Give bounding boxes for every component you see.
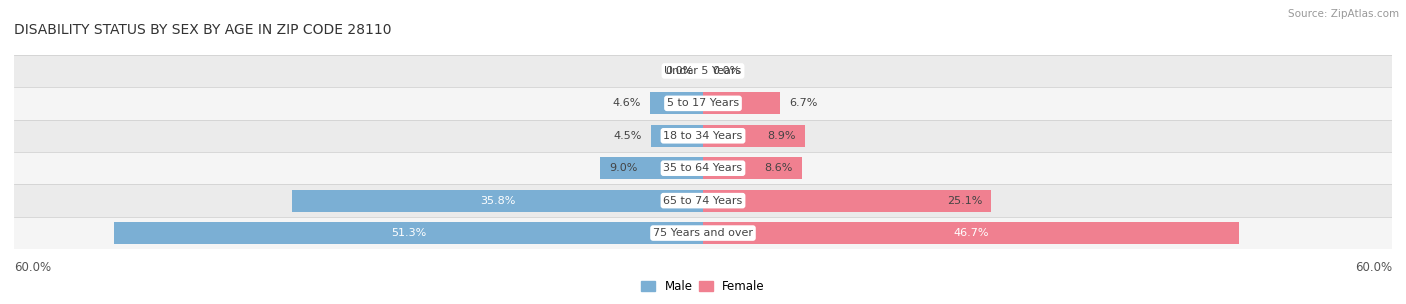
Text: 9.0%: 9.0% — [609, 163, 637, 173]
Text: 4.5%: 4.5% — [614, 131, 643, 141]
Text: Source: ZipAtlas.com: Source: ZipAtlas.com — [1288, 9, 1399, 19]
Text: 0.0%: 0.0% — [665, 66, 693, 76]
Bar — [14, 185, 1392, 217]
Text: 75 Years and over: 75 Years and over — [652, 228, 754, 238]
Text: 5 to 17 Years: 5 to 17 Years — [666, 98, 740, 108]
Bar — [651, 125, 703, 147]
Text: 51.3%: 51.3% — [391, 228, 426, 238]
Bar — [14, 55, 1392, 87]
Text: 60.0%: 60.0% — [14, 261, 51, 274]
Text: Under 5 Years: Under 5 Years — [665, 66, 741, 76]
Text: 35 to 64 Years: 35 to 64 Years — [664, 163, 742, 173]
Text: 6.7%: 6.7% — [789, 98, 817, 108]
Text: 65 to 74 Years: 65 to 74 Years — [664, 196, 742, 206]
Legend: Male, Female: Male, Female — [637, 275, 769, 298]
Bar — [703, 125, 806, 147]
Text: DISABILITY STATUS BY SEX BY AGE IN ZIP CODE 28110: DISABILITY STATUS BY SEX BY AGE IN ZIP C… — [14, 23, 391, 37]
Text: 0.0%: 0.0% — [713, 66, 741, 76]
Text: 8.6%: 8.6% — [765, 163, 793, 173]
Text: 25.1%: 25.1% — [946, 196, 981, 206]
Text: 60.0%: 60.0% — [1355, 261, 1392, 274]
Bar — [14, 217, 1392, 249]
Bar — [703, 157, 801, 179]
Text: 4.6%: 4.6% — [613, 98, 641, 108]
Bar — [703, 222, 1239, 244]
Bar — [14, 119, 1392, 152]
Text: 18 to 34 Years: 18 to 34 Years — [664, 131, 742, 141]
Bar — [703, 92, 780, 114]
Bar — [114, 222, 703, 244]
Text: 8.9%: 8.9% — [768, 131, 796, 141]
Text: 46.7%: 46.7% — [953, 228, 988, 238]
Bar — [14, 152, 1392, 185]
Bar — [599, 157, 703, 179]
Bar — [292, 190, 703, 212]
Bar — [703, 190, 991, 212]
Bar — [650, 92, 703, 114]
Text: 35.8%: 35.8% — [479, 196, 515, 206]
Bar — [14, 87, 1392, 119]
